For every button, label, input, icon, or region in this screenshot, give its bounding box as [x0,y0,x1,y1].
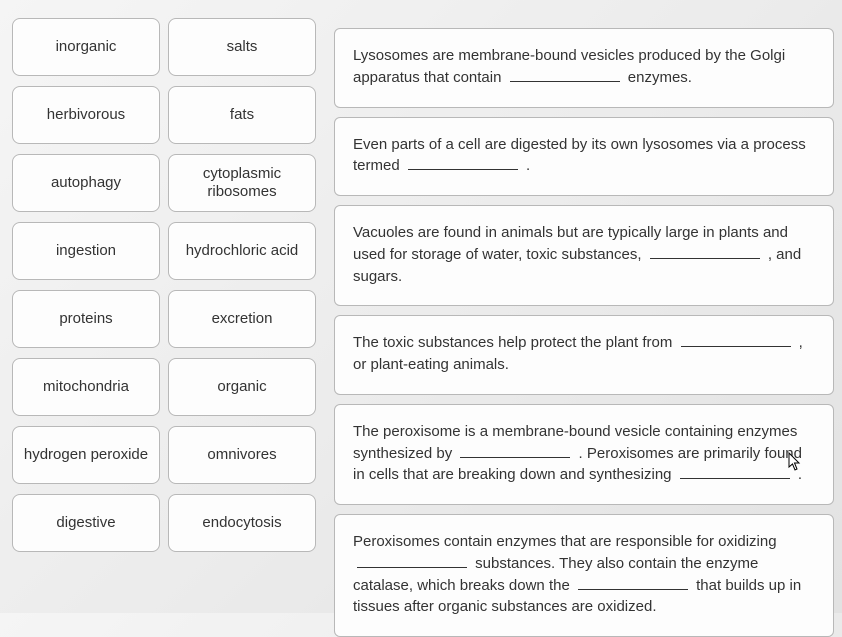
sentence-text: enzymes. [624,69,692,86]
word-column-1: inorganic herbivorous autophagy ingestio… [12,18,160,595]
word-bank: inorganic herbivorous autophagy ingestio… [12,18,316,595]
word-tile-mitochondria[interactable]: mitochondria [12,358,160,416]
word-tile-salts[interactable]: salts [168,18,316,76]
sentence-5[interactable]: The peroxisome is a membrane-bound vesic… [334,404,834,505]
sentence-text: . [522,157,530,174]
blank-slot[interactable] [510,67,620,82]
word-tile-hydrochloric-acid[interactable]: hydrochloric acid [168,222,316,280]
word-tile-ingestion[interactable]: ingestion [12,222,160,280]
blank-slot[interactable] [357,553,467,568]
word-tile-omnivores[interactable]: omnivores [168,426,316,484]
word-tile-digestive[interactable]: digestive [12,494,160,552]
word-column-2: salts fats cytoplasmic ribosomes hydroch… [168,18,316,595]
sentence-2[interactable]: Even parts of a cell are digested by its… [334,117,834,197]
sentence-4[interactable]: The toxic substances help protect the pl… [334,315,834,395]
sentence-text: . [794,466,802,483]
word-tile-excretion[interactable]: excretion [168,290,316,348]
word-tile-herbivorous[interactable]: herbivorous [12,86,160,144]
sentence-text: The toxic substances help protect the pl… [353,334,677,351]
sentence-1[interactable]: Lysosomes are membrane-bound vesicles pr… [334,28,834,108]
word-tile-proteins[interactable]: proteins [12,290,160,348]
sentence-panel: Lysosomes are membrane-bound vesicles pr… [334,18,834,595]
blank-slot[interactable] [650,244,760,259]
word-tile-hydrogen-peroxide[interactable]: hydrogen peroxide [12,426,160,484]
blank-slot[interactable] [578,575,688,590]
word-tile-autophagy[interactable]: autophagy [12,154,160,212]
word-tile-cytoplasmic-ribosomes[interactable]: cytoplasmic ribosomes [168,154,316,212]
sentence-3[interactable]: Vacuoles are found in animals but are ty… [334,205,834,306]
blank-slot[interactable] [681,332,791,347]
sentence-text: Peroxisomes contain enzymes that are res… [353,533,777,550]
blank-slot[interactable] [680,464,790,479]
blank-slot[interactable] [408,155,518,170]
blank-slot[interactable] [460,443,570,458]
word-tile-organic[interactable]: organic [168,358,316,416]
word-tile-endocytosis[interactable]: endocytosis [168,494,316,552]
sentence-6[interactable]: Peroxisomes contain enzymes that are res… [334,514,834,637]
word-tile-inorganic[interactable]: inorganic [12,18,160,76]
word-tile-fats[interactable]: fats [168,86,316,144]
